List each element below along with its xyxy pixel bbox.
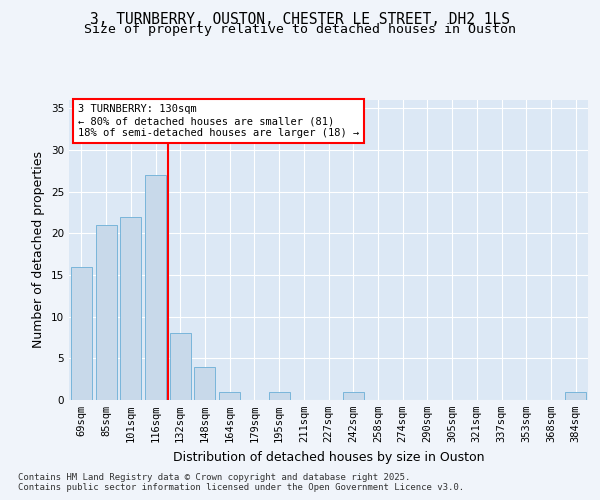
- Y-axis label: Number of detached properties: Number of detached properties: [32, 152, 46, 348]
- Bar: [219, 392, 240, 400]
- Bar: [269, 392, 290, 400]
- X-axis label: Distribution of detached houses by size in Ouston: Distribution of detached houses by size …: [173, 450, 484, 464]
- Text: 3, TURNBERRY, OUSTON, CHESTER LE STREET, DH2 1LS: 3, TURNBERRY, OUSTON, CHESTER LE STREET,…: [90, 12, 510, 28]
- Bar: [145, 175, 166, 400]
- Text: Contains HM Land Registry data © Crown copyright and database right 2025.
Contai: Contains HM Land Registry data © Crown c…: [18, 473, 464, 492]
- Bar: [194, 366, 215, 400]
- Bar: [565, 392, 586, 400]
- Bar: [71, 266, 92, 400]
- Text: 3 TURNBERRY: 130sqm
← 80% of detached houses are smaller (81)
18% of semi-detach: 3 TURNBERRY: 130sqm ← 80% of detached ho…: [78, 104, 359, 138]
- Text: Size of property relative to detached houses in Ouston: Size of property relative to detached ho…: [84, 24, 516, 36]
- Bar: [120, 216, 141, 400]
- Bar: [170, 334, 191, 400]
- Bar: [343, 392, 364, 400]
- Bar: [95, 225, 116, 400]
